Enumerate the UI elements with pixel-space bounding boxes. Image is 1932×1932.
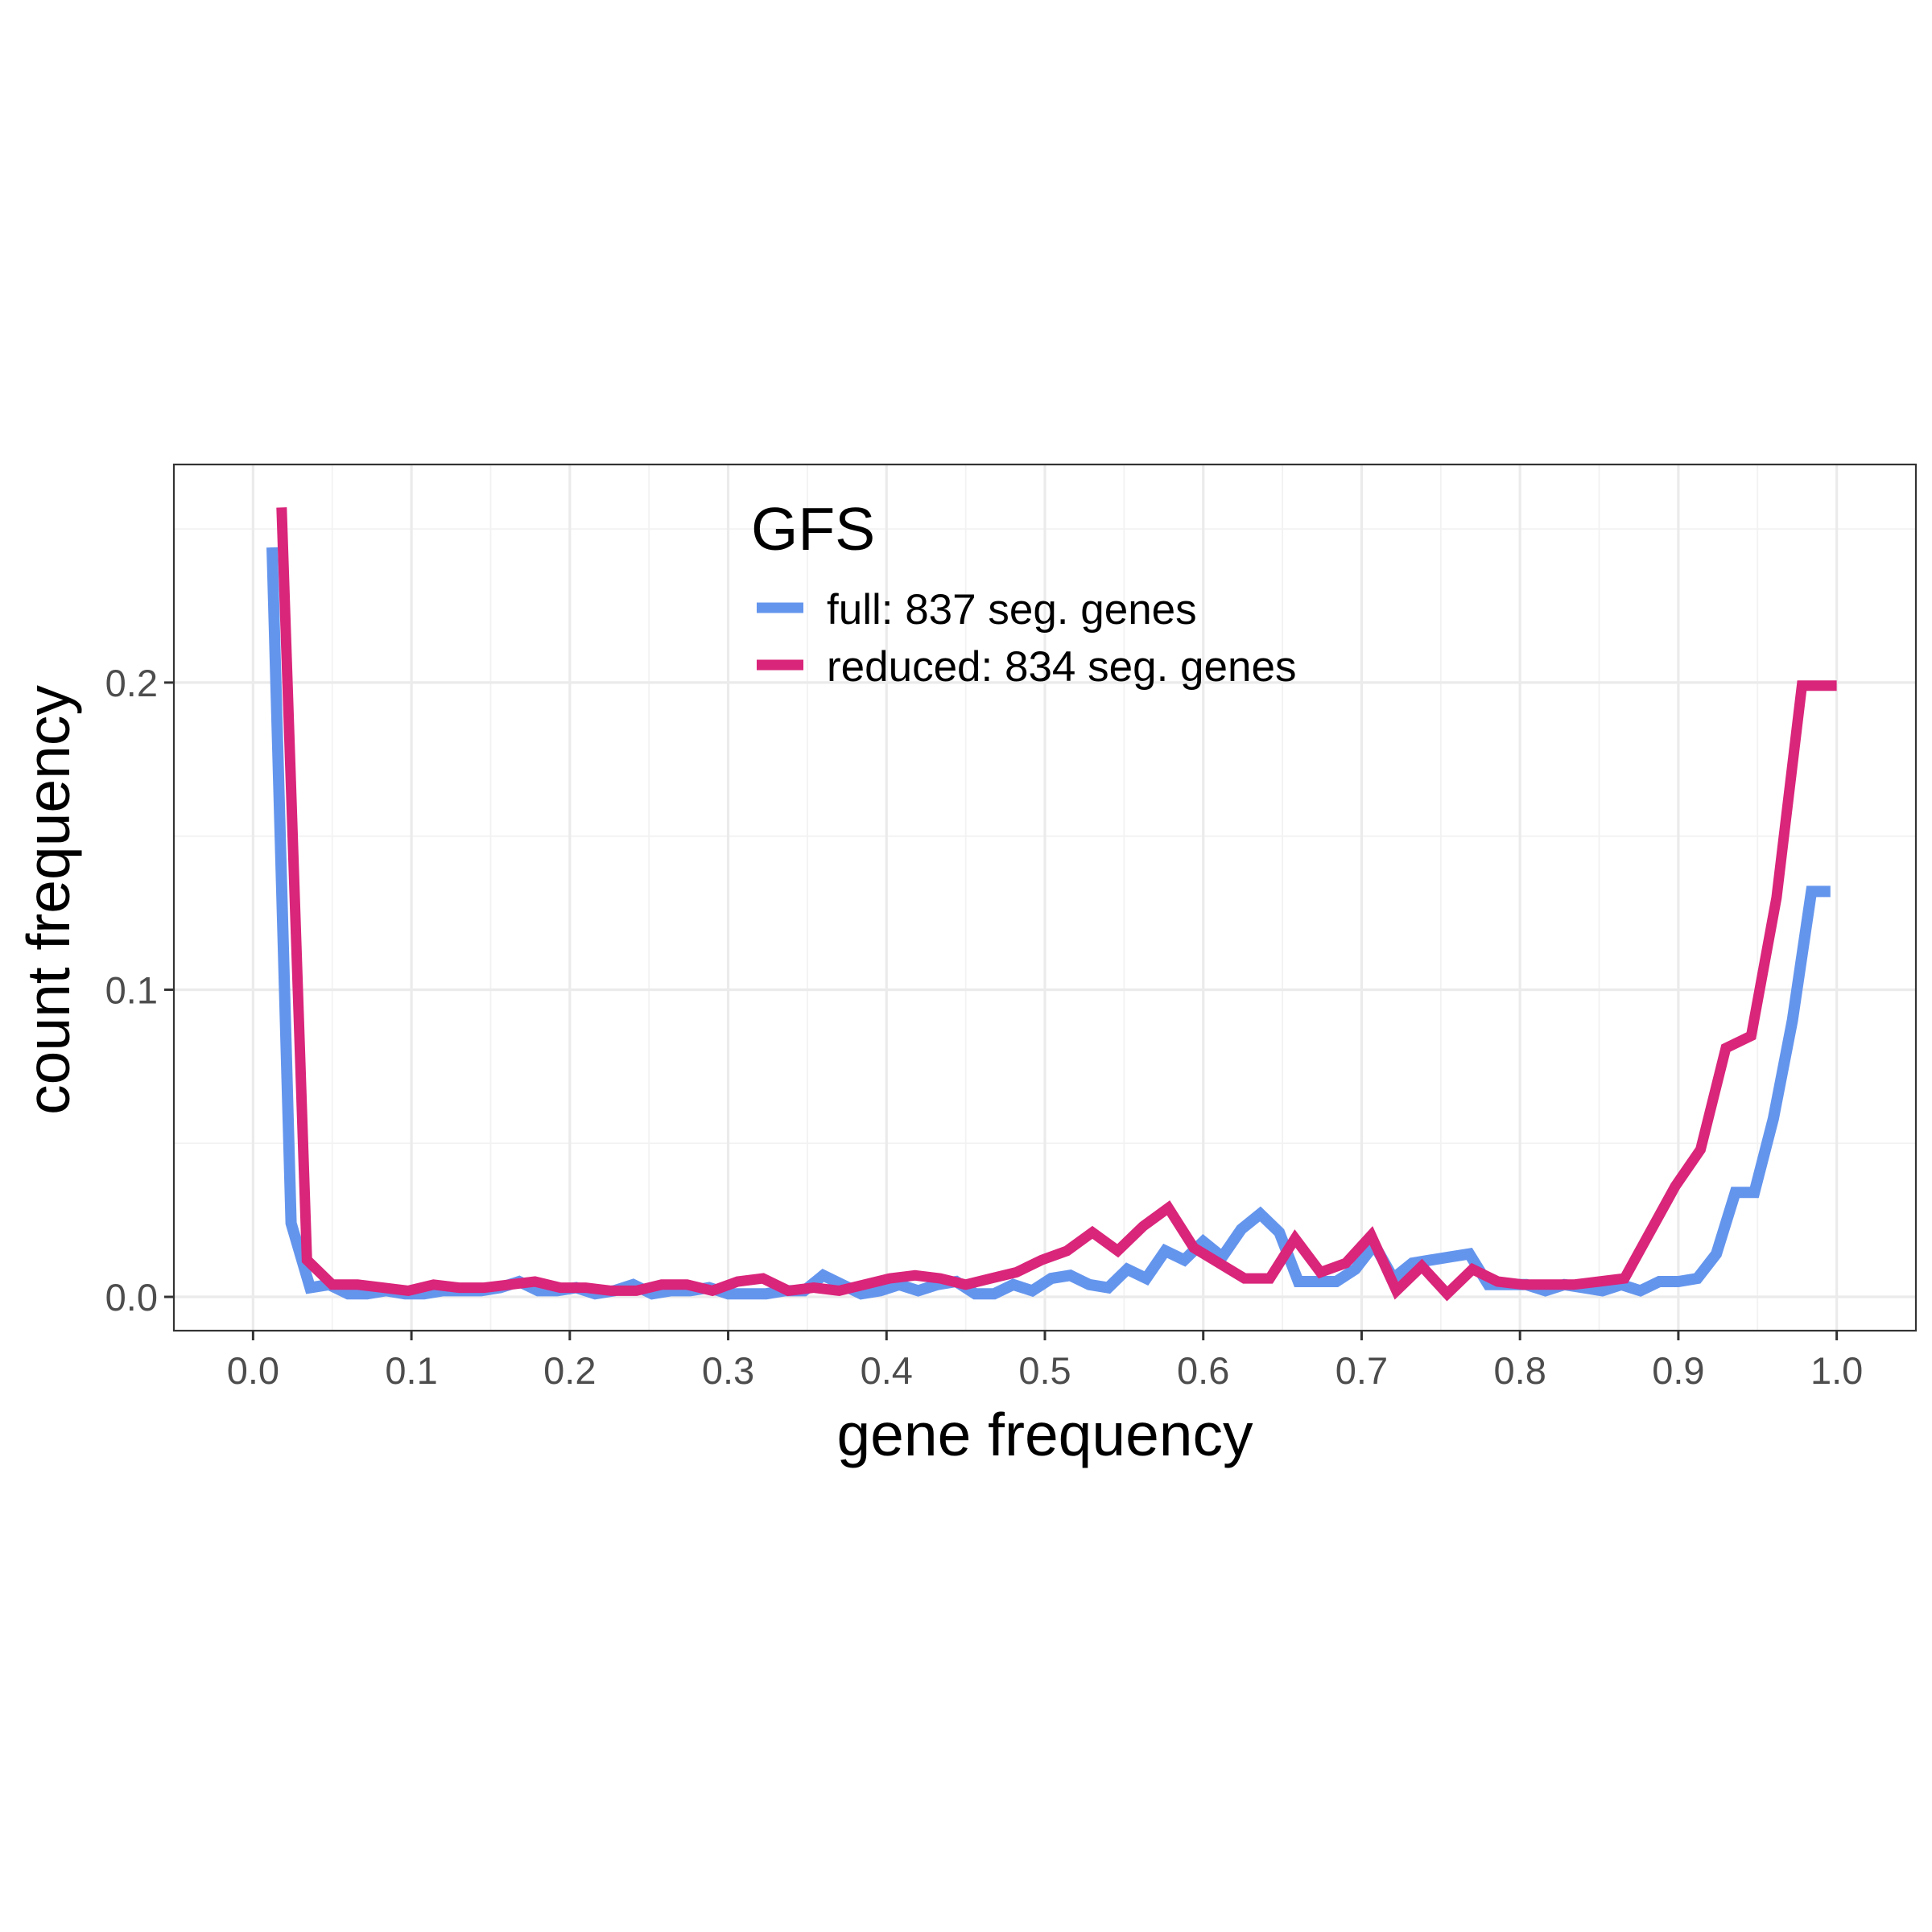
legend-label-reduced: reduced: 834 seg. genes	[827, 643, 1296, 691]
series-line-reduced	[276, 507, 1837, 1302]
y-axis-title: count frequency	[14, 685, 82, 1115]
legend-title: GFS	[751, 495, 875, 563]
series-layer	[266, 507, 1837, 1302]
x-tick-label: 0.4	[861, 1349, 913, 1392]
x-axis: 0.0 0.1 0.2 0.3 0.4 0.5 0.6 0.7 0.8 0.9 1.0	[227, 1331, 1863, 1392]
x-tick-label: 0.5	[1018, 1349, 1071, 1392]
x-tick-label: 0.7	[1335, 1349, 1388, 1392]
x-tick-label: 0.3	[702, 1349, 754, 1392]
x-tick-label: 0.8	[1494, 1349, 1546, 1392]
y-tick-label: 0.2	[105, 662, 158, 704]
legend: GFS full: 837 seg. genes reduced: 834 se…	[751, 495, 1296, 691]
x-axis-title: gene frequency	[836, 1401, 1253, 1468]
x-tick-label: 0.6	[1177, 1349, 1229, 1392]
y-axis: 0.0 0.1 0.2	[105, 662, 174, 1319]
x-tick-label: 0.9	[1652, 1349, 1704, 1392]
x-tick-label: 0.0	[227, 1349, 279, 1392]
y-tick-label: 0.0	[105, 1276, 158, 1319]
x-tick-label: 1.0	[1810, 1349, 1863, 1392]
legend-label-full: full: 837 seg. genes	[827, 586, 1197, 634]
x-tick-label: 0.1	[385, 1349, 437, 1392]
y-tick-label: 0.1	[105, 968, 158, 1011]
major-gridlines	[174, 464, 1916, 1331]
x-tick-label: 0.2	[543, 1349, 596, 1392]
